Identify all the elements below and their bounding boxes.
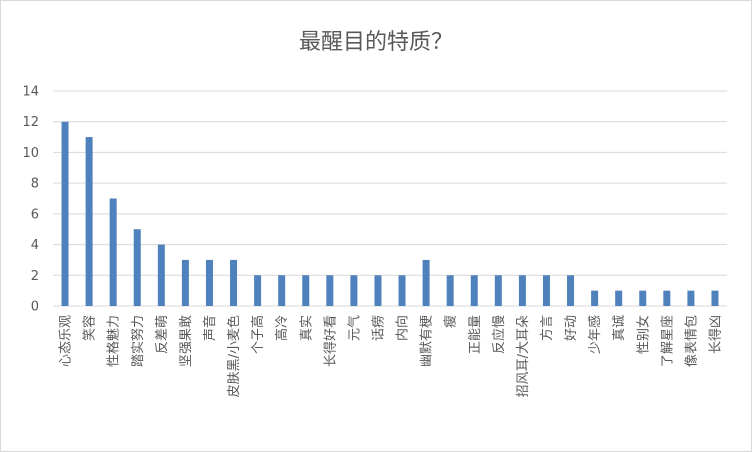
y-axis: 0 2 4 6 8 10 12 14	[22, 85, 39, 315]
bar	[542, 275, 550, 306]
bar	[518, 275, 526, 306]
y-tick-label: 2	[31, 269, 39, 284]
bar	[711, 290, 719, 306]
x-tick-label: 长得凶	[707, 315, 723, 354]
x-tick-label: 高冷	[274, 315, 290, 341]
x-tick-label: 瘦	[443, 315, 459, 328]
x-tick-label: 长得好看	[322, 315, 338, 367]
bar	[205, 259, 213, 306]
x-tick-label: 像表情包	[684, 315, 699, 367]
x-tick-label: 招风耳/大耳朵	[516, 315, 531, 397]
x-tick-label: 坚强果敢	[179, 315, 194, 367]
x-tick-label: 了解星座	[660, 315, 675, 367]
x-tick-label: 方言	[539, 315, 555, 341]
x-tick-label: 反差萌	[155, 315, 170, 354]
bar	[567, 275, 575, 306]
y-tick-label: 6	[31, 207, 39, 222]
bar	[446, 275, 454, 306]
gridlines	[53, 90, 727, 307]
x-tick-label: 好动	[564, 315, 579, 341]
x-tick-label: 笑容	[82, 315, 98, 341]
y-tick-label: 8	[31, 177, 39, 192]
bar	[374, 275, 382, 306]
chart-title: 最醒目的特质？	[299, 30, 453, 55]
x-tick-label: 个子高	[250, 315, 266, 354]
x-tick-label: 真诚	[612, 315, 627, 341]
x-tick-label: 元气	[346, 315, 362, 341]
bar	[157, 244, 165, 306]
bar	[422, 259, 430, 306]
bar	[278, 275, 286, 306]
bar	[254, 275, 262, 306]
bar	[302, 275, 310, 306]
bar	[230, 259, 238, 306]
bar	[591, 290, 599, 306]
y-tick-label: 14	[22, 85, 39, 100]
x-tick-label: 真实	[299, 315, 314, 341]
bar	[398, 275, 406, 306]
x-axis: 心态乐观 笑容 性格魅力 踏实努力 反差萌 坚强果敢 声音 皮肤黑/小麦色 个子高 高冷 真实 长得好…	[59, 315, 724, 397]
x-tick-label: 反应慢	[491, 315, 507, 354]
bars	[61, 121, 719, 306]
bar	[133, 229, 141, 306]
x-tick-label: 少年感	[587, 315, 603, 354]
bar	[61, 121, 69, 306]
bar	[85, 137, 93, 306]
bar	[181, 259, 189, 306]
y-tick-label: 0	[31, 300, 39, 315]
bar	[109, 198, 117, 306]
x-tick-label: 踏实努力	[131, 315, 146, 367]
y-tick-label: 4	[31, 238, 39, 253]
bar	[350, 275, 358, 306]
x-tick-label: 幽默有梗	[419, 315, 435, 367]
y-tick-label: 10	[22, 146, 39, 161]
bar	[326, 275, 334, 306]
x-tick-label: 话痨	[371, 315, 386, 341]
bar	[687, 290, 695, 306]
x-tick-label: 正能量	[468, 315, 483, 354]
x-tick-label: 内向	[395, 315, 411, 341]
bar	[494, 275, 502, 306]
y-tick-label: 12	[22, 115, 39, 130]
x-tick-label: 性别女	[635, 315, 651, 354]
x-tick-label: 声音	[202, 315, 218, 341]
bar	[663, 290, 671, 306]
bar	[470, 275, 478, 306]
bar	[639, 290, 647, 306]
x-tick-label: 性格魅力	[106, 315, 122, 367]
x-tick-label: 皮肤黑/小麦色	[226, 315, 242, 397]
x-tick-label: 心态乐观	[59, 315, 74, 367]
bar	[615, 290, 623, 306]
